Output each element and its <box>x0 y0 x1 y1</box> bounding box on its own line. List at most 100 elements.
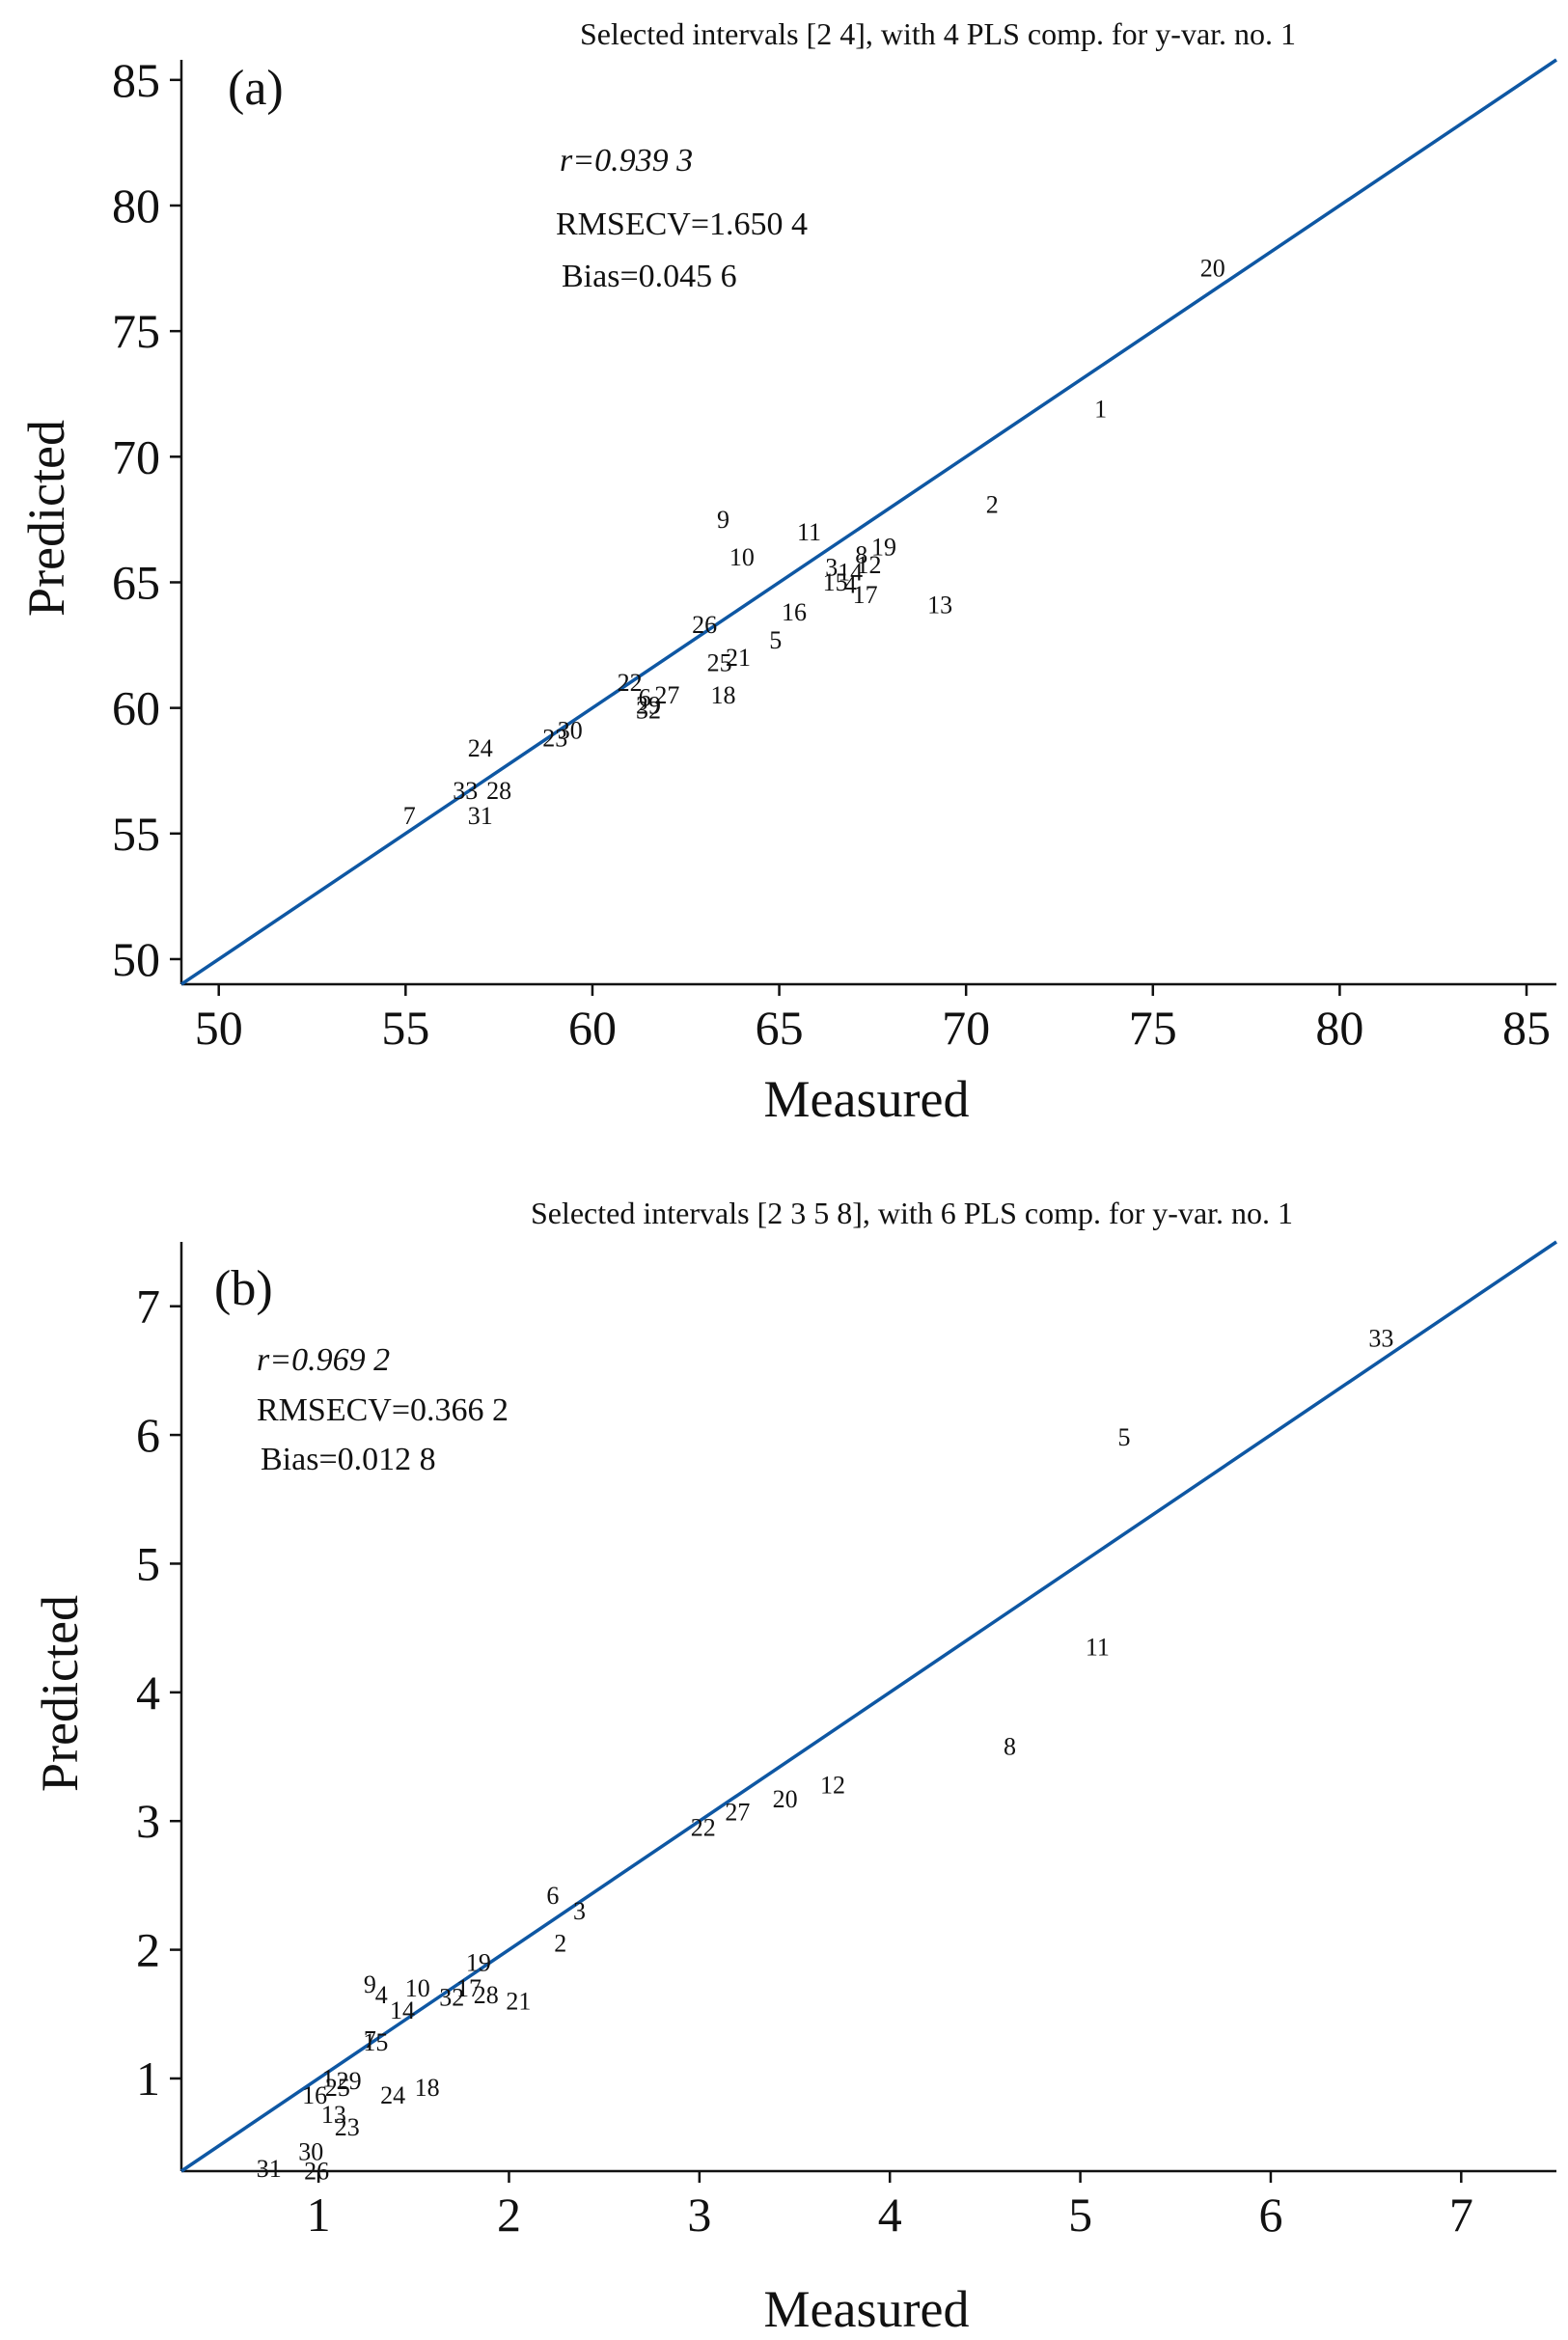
panel-b-data-point-label: 18 <box>415 2074 440 2102</box>
panel-a-x-tick-label: 55 <box>381 1001 429 1055</box>
panel-a-data-point-label: 23 <box>542 724 567 752</box>
panel-a-data-point-label: 19 <box>871 534 896 562</box>
panel-a-data-point-label: 2 <box>986 490 999 518</box>
panel-a-data-point-label: 18 <box>710 681 735 709</box>
panel-b-data-point-label: 19 <box>466 1948 491 1976</box>
panel-a-data-point-label: 4 <box>844 571 857 599</box>
panel-a-y-axis-title: Predicted <box>17 420 75 617</box>
panel-a-y-tick-label: 60 <box>112 681 160 735</box>
panel-b-data-point-label: 23 <box>335 2113 360 2141</box>
panel-b-rmsecv-stat: RMSECV=0.366 2 <box>257 1392 509 1428</box>
panel-a-data-point-label: 33 <box>453 777 478 805</box>
panel-a-y-tick-label: 75 <box>112 304 160 358</box>
panel-b-y-tick-label: 6 <box>136 1408 160 1462</box>
panel-b-data-point-label: 27 <box>725 1798 750 1826</box>
panel-b-data-point-label: 11 <box>1086 1634 1110 1662</box>
panel-b-data-point-label: 2 <box>554 1929 566 1957</box>
panel-b-x-tick-label: 5 <box>1068 2188 1092 2242</box>
panel-a-data-point-label: 17 <box>853 581 878 609</box>
panel-b-data-point-label: 12 <box>820 1771 845 1799</box>
panel-b-y-tick-label: 1 <box>136 2051 160 2106</box>
panel-a-y-tick-label: 85 <box>112 53 160 107</box>
panel-b-x-tick-label: 7 <box>1449 2188 1473 2242</box>
panel-a-data-point-label: 7 <box>403 802 416 830</box>
panel-a-data-point-label: 9 <box>717 506 729 534</box>
panel-a-data-point-label: 22 <box>618 669 643 697</box>
panel-b-y-tick-label: 3 <box>136 1794 160 1848</box>
panel-a-data-point-label: 20 <box>1200 255 1225 283</box>
panel-a-data-point-label: 13 <box>927 591 952 619</box>
panel-a-data-point-label: 15 <box>823 568 848 596</box>
panel-a-fit-line <box>180 58 1557 986</box>
panel-b-data-point-label: 10 <box>405 1974 430 2002</box>
panel-b-x-tick-label: 1 <box>307 2188 331 2242</box>
panel-b-x-tick-label: 2 <box>497 2188 521 2242</box>
panel-a-x-tick-label: 60 <box>568 1001 617 1055</box>
panel-b-data-point-label: 9 <box>364 1970 376 1998</box>
panel-b-data-point-label: 30 <box>298 2137 323 2165</box>
panel-a-label: (a) <box>228 61 284 116</box>
panel-b-title: Selected intervals [2 3 5 8], with 6 PLS… <box>531 1196 1293 1230</box>
panel-b-y-tick-label: 5 <box>136 1536 160 1590</box>
panel-a-x-tick-label: 65 <box>756 1001 804 1055</box>
panel-b-data-point-label: 8 <box>1004 1732 1016 1760</box>
panel-b-data-point-label: 16 <box>302 2081 327 2109</box>
panel-b-data-point-label: 24 <box>380 2081 405 2109</box>
panel-a-data-point-label: 1 <box>1094 395 1107 423</box>
panel-b: Selected intervals [2 3 5 8], with 6 PLS… <box>31 1196 1557 2338</box>
panel-b-data-point-label: 25 <box>325 2074 350 2102</box>
panel-b-data-point-label: 21 <box>506 1987 531 2015</box>
panel-b-data-point-label: 22 <box>691 1813 716 1841</box>
panel-b-data-point-label: 17 <box>456 1974 481 2002</box>
panel-a-data-point-label: 25 <box>707 648 732 676</box>
panel-b-y-tick-label: 7 <box>136 1280 160 1334</box>
panel-b-bias-stat: Bias=0.012 8 <box>261 1442 436 1477</box>
panel-a-title: Selected intervals [2 4], with 4 PLS com… <box>580 16 1296 51</box>
panel-a-data-point-label: 11 <box>797 518 821 546</box>
panel-b-data-point-label: 13 <box>321 2101 346 2129</box>
panel-a-data-point-label: 24 <box>468 734 493 762</box>
panel-a-r-stat: r=0.939 3 <box>560 143 693 179</box>
panel-a-data-point-label: 10 <box>729 543 755 571</box>
panel-a-data-point-label: 3 <box>825 553 838 581</box>
panel-b-x-axis-title: Measured <box>764 2280 970 2338</box>
panel-a: Selected intervals [2 4], with 4 PLS com… <box>17 16 1557 1128</box>
panel-b-data-point-label: 28 <box>474 1981 499 2009</box>
panel-a-y-tick-label: 70 <box>112 429 160 483</box>
panel-b-x-tick-label: 3 <box>687 2188 711 2242</box>
panel-a-data-point-label: 27 <box>654 681 679 709</box>
panel-a-data-point-label: 31 <box>468 802 493 830</box>
panel-b-data-point-label: 5 <box>1117 1423 1130 1451</box>
panel-a-data-point-label: 14 <box>838 559 863 587</box>
panel-a-data-point-label: 12 <box>857 551 882 579</box>
panel-a-x-tick-label: 80 <box>1315 1001 1363 1055</box>
panel-b-data-point-label: 33 <box>1368 1325 1393 1353</box>
panel-b-data-point-label: 14 <box>390 1996 415 2024</box>
panel-a-data-point-label: 32 <box>636 697 661 725</box>
panel-a-data-point-label: 30 <box>558 717 583 745</box>
panel-a-x-tick-label: 75 <box>1129 1001 1177 1055</box>
panel-a-data-point-label: 29 <box>636 692 661 720</box>
panel-b-data-point-label: 31 <box>257 2155 282 2183</box>
panel-a-data-point-label: 28 <box>486 777 511 805</box>
panel-b-data-point-label: 3 <box>573 1897 586 1925</box>
panel-a-y-tick-label: 80 <box>112 179 160 233</box>
panel-a-y-tick-label: 50 <box>112 932 160 986</box>
panel-a-x-axis-title: Measured <box>764 1070 970 1128</box>
panel-b-data-point-label: 7 <box>364 2025 376 2053</box>
panel-b-data-point-label: 15 <box>363 2028 388 2056</box>
panel-b-data-point-label: 4 <box>375 1981 388 2009</box>
panel-b-data-point-label: 26 <box>304 2158 329 2186</box>
panel-a-rmsecv-stat: RMSECV=1.650 4 <box>556 206 808 242</box>
panel-a-data-point-label: 21 <box>726 644 751 672</box>
panel-a-x-tick-label: 70 <box>942 1001 990 1055</box>
panel-b-x-tick-label: 6 <box>1258 2188 1282 2242</box>
panel-a-bias-stat: Bias=0.045 6 <box>562 259 737 294</box>
panel-b-r-stat: r=0.969 2 <box>257 1342 390 1378</box>
panel-b-fit-line <box>180 1240 1557 2173</box>
panel-a-y-tick-label: 55 <box>112 807 160 861</box>
panel-b-data-point-label: 29 <box>337 2067 362 2095</box>
panel-b-y-tick-label: 2 <box>136 1923 160 1977</box>
panel-b-data-point-label: 1 <box>321 2064 334 2092</box>
